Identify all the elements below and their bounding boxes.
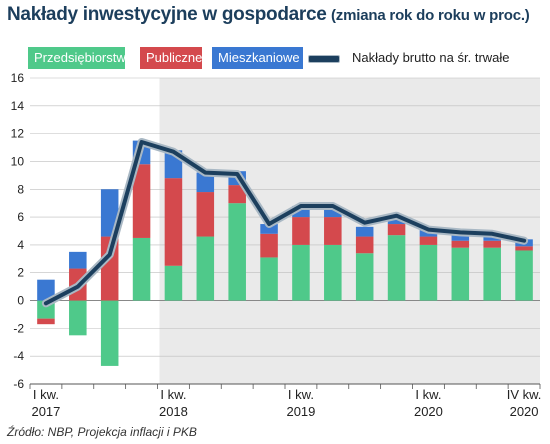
bar-przedsiębiorstw-14	[483, 247, 501, 301]
bar-mieszkaniowe-13	[451, 233, 470, 241]
bar-przedsiębiorstw-6	[228, 203, 246, 301]
line-naklady	[43, 140, 527, 306]
y-tick-label: -2	[13, 321, 24, 335]
legend-przedsiebiorstw: Przedsiębiorstw	[28, 47, 126, 69]
x-tick-label: I kw.	[160, 387, 186, 402]
bar-mieszkaniowe-10	[355, 226, 374, 237]
chart-subtitle: (zmiana rok do roku w proc.)	[331, 7, 530, 24]
bar-publiczne-12	[419, 236, 438, 245]
bar-przedsiębiorstw-4	[164, 265, 183, 301]
x-tick-label: I kw.	[288, 387, 314, 402]
bar-publiczne-15	[515, 246, 533, 251]
y-tick-label: 14	[11, 99, 25, 113]
legend-line-swatch	[308, 55, 340, 63]
bar-przedsiębiorstw-15	[515, 250, 533, 301]
bar-przedsiębiorstw-12	[419, 244, 438, 301]
x-tick-label: I kw.	[33, 387, 59, 402]
x-tick-label-year: 2019	[286, 404, 315, 419]
legend-mieszkaniowe: Mieszkaniowe	[212, 47, 303, 69]
bar-przedsiębiorstw-9	[324, 244, 342, 301]
bar-publiczne-6	[228, 185, 246, 204]
y-tick-label: -6	[13, 377, 24, 391]
bar-publiczne-13	[451, 240, 470, 248]
y-tick-label: 6	[17, 210, 24, 224]
bar-przedsiębiorstw-11	[387, 235, 406, 301]
bar-przedsiębiorstw-8	[292, 244, 310, 301]
bar-przedsiębiorstw-3	[132, 237, 151, 301]
bar-publiczne-14	[483, 240, 501, 248]
chart-title: Nakłady inwestycyjne w gospodarce (zmian…	[7, 4, 530, 26]
bar-publiczne-8	[292, 217, 310, 245]
bar-publiczne-11	[387, 224, 406, 236]
bar-mieszkaniowe-8	[292, 205, 310, 218]
bar-przedsiębiorstw-5	[196, 236, 215, 301]
bar-mieszkaniowe-7	[260, 224, 278, 234]
y-tick-label: 2	[17, 266, 24, 280]
bar-publiczne-10	[355, 236, 374, 254]
bar-mieszkaniowe-5	[196, 172, 215, 193]
y-tick-label: 8	[17, 182, 24, 196]
bar-publiczne-9	[324, 217, 342, 245]
bar-publiczne-4	[164, 178, 183, 266]
bar-mieszkaniowe-9	[324, 207, 342, 218]
bar-przedsiębiorstw-7	[260, 257, 278, 301]
x-tick-label: I kw.	[415, 387, 441, 402]
bar-mieszkaniowe-1	[69, 251, 87, 269]
bar-publiczne-5	[196, 192, 215, 237]
y-tick-label: 12	[11, 127, 25, 141]
chart-title-main: Nakłady inwestycyjne w gospodarce	[7, 4, 327, 25]
x-tick-label-year: 2020	[414, 404, 443, 419]
y-tick-label: 4	[17, 238, 24, 252]
x-tick-label-year: 2018	[159, 404, 188, 419]
legend-publiczne: Publiczne	[140, 47, 202, 69]
bar-mieszkaniowe-0	[37, 279, 55, 301]
bar-publiczne-0	[37, 318, 55, 325]
bar-przedsiębiorstw-1	[69, 300, 87, 336]
source-note: Źródło: NBP, Projekcja inflacji i PKB	[7, 425, 197, 439]
x-tick-label-year: 2020	[510, 404, 539, 419]
bar-przedsiębiorstw-2	[100, 300, 119, 366]
bar-przedsiębiorstw-13	[451, 247, 470, 301]
y-tick-label: 0	[17, 294, 24, 308]
y-tick-label: -4	[13, 349, 24, 363]
bar-publiczne-7	[260, 233, 278, 258]
bar-przedsiębiorstw-10	[355, 253, 374, 301]
x-tick-label-year: 2017	[31, 404, 60, 419]
bar-publiczne-3	[132, 164, 151, 238]
x-tick-label: IV kw.	[507, 387, 542, 402]
legend-line-label: Nakłady brutto na śr. trwałe	[352, 50, 510, 65]
y-tick-label: 16	[11, 71, 25, 85]
y-tick-label: 10	[11, 154, 25, 168]
